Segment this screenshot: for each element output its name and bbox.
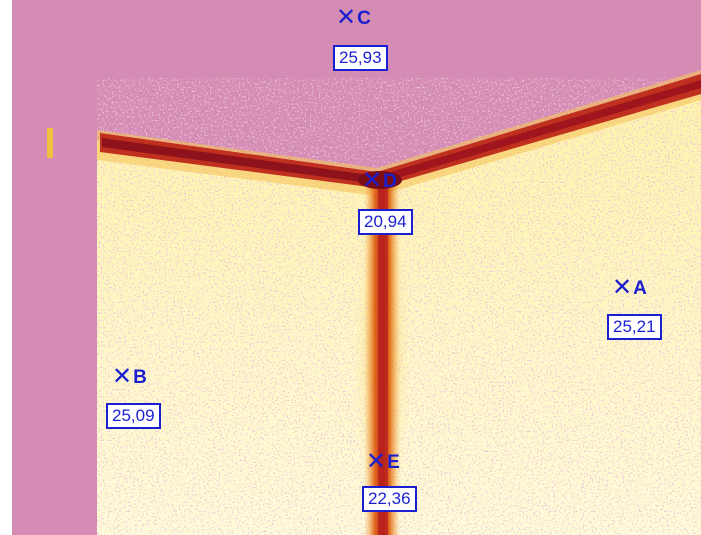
cross-icon: ✕	[112, 363, 133, 390]
point-label-e: E	[387, 451, 400, 473]
cross-icon: ✕	[362, 167, 383, 194]
point-label-a: A	[633, 277, 647, 299]
thermal-image	[12, 0, 701, 535]
point-label-c: C	[357, 7, 371, 29]
point-marker-d: ✕ D	[362, 169, 397, 193]
point-label-b: B	[133, 366, 147, 388]
point-label-d: D	[383, 170, 397, 192]
temperature-readout-c: 25,93	[333, 45, 388, 71]
cross-icon: ✕	[366, 448, 387, 475]
temperature-readout-d: 20,94	[358, 209, 413, 235]
cross-icon: ✕	[336, 4, 357, 31]
point-marker-c: ✕ C	[336, 6, 371, 30]
point-marker-e: ✕ E	[366, 450, 400, 474]
point-marker-b: ✕ B	[112, 365, 147, 389]
cross-icon: ✕	[612, 274, 633, 301]
temperature-readout-e: 22,36	[362, 486, 417, 512]
point-marker-a: ✕ A	[612, 276, 647, 300]
temperature-readout-b: 25,09	[106, 403, 161, 429]
temperature-readout-a: 25,21	[607, 314, 662, 340]
